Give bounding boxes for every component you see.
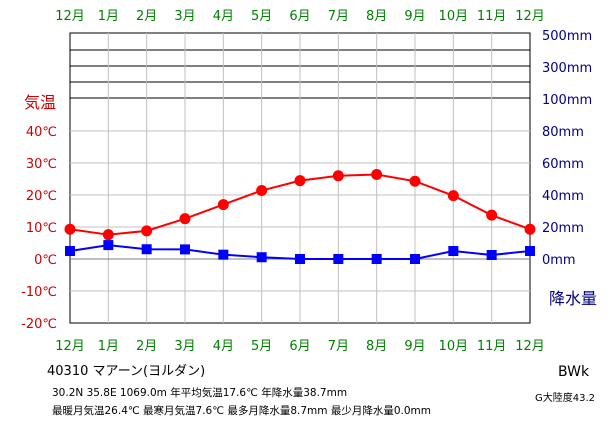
precipitation-point xyxy=(410,254,420,264)
x-tick-label-top: 6月 xyxy=(289,9,310,24)
x-tick-label-bottom: 1月 xyxy=(98,339,119,354)
left-tick-label: 20℃ xyxy=(26,189,57,204)
x-tick-label-bottom: 4月 xyxy=(213,339,234,354)
temperature-point xyxy=(332,170,344,182)
x-tick-label-top: 9月 xyxy=(404,9,425,24)
temperature-point xyxy=(102,229,114,241)
x-axis-bottom-labels: 12月 1月 2月 3月 4月 5月 6月 7月 8月 9月 10月 11月 12月 xyxy=(55,339,545,354)
x-tick-label-bottom: 10月 xyxy=(439,339,469,354)
precipitation-point xyxy=(333,254,344,264)
right-axis-ticks: 500mm300mm200mm100mm80mm60mm40mm20mm0mm xyxy=(542,29,592,268)
temperature-point xyxy=(64,223,76,235)
temperature-point xyxy=(371,169,383,181)
right-tick-label: 300mm xyxy=(542,61,592,76)
x-tick-label-bottom: 12月 xyxy=(55,339,85,354)
right-tick-label: 500mm xyxy=(542,29,592,44)
x-tick-label-bottom: 7月 xyxy=(328,339,349,354)
temperature-point xyxy=(524,223,536,235)
temperature-point xyxy=(447,190,459,202)
left-tick-label: 0℃ xyxy=(34,253,57,268)
temperature-point xyxy=(409,175,421,187)
x-tick-label-bottom: 11月 xyxy=(477,339,507,354)
continentality-index: G大陸度43.2 xyxy=(535,393,596,404)
x-tick-label-top: 2月 xyxy=(136,9,157,24)
station-info-line2: 最暖月気温26.4℃ 最寒月気温7.6℃ 最多月降水量8.7mm 最少月降水量0… xyxy=(52,405,431,417)
station-info-line1: 30.2N 35.8E 1069.0m 年平均気温17.6℃ 年降水量38.7m… xyxy=(52,387,348,399)
right-tick-label: 80mm xyxy=(542,125,584,140)
x-tick-label-bottom: 9月 xyxy=(404,339,425,354)
right-tick-label: 0mm xyxy=(542,253,576,268)
precipitation-point xyxy=(486,250,497,260)
right-tick-label: 100mm xyxy=(542,93,592,108)
x-tick-label-top: 3月 xyxy=(174,9,195,24)
x-axis-top-labels: 12月 1月 2月 3月 4月 5月 6月 7月 8月 9月 10月 11月 12月 xyxy=(55,9,545,24)
precipitation-point xyxy=(65,246,75,256)
temperature-point xyxy=(486,209,498,221)
right-tick-label: 40mm xyxy=(542,189,584,204)
precipitation-point xyxy=(218,249,229,260)
x-tick-label-bottom: 2月 xyxy=(136,339,157,354)
x-tick-label-top: 8月 xyxy=(366,9,387,24)
x-tick-label-bottom: 8月 xyxy=(366,339,387,354)
precipitation-point xyxy=(103,240,114,251)
x-tick-label-top: 11月 xyxy=(477,9,507,24)
left-axis-ticks: 40℃ 30℃ 20℃ 10℃ 0℃ -10℃ -20℃ xyxy=(21,125,57,332)
chart-series xyxy=(64,169,536,264)
x-tick-label-top: 1月 xyxy=(98,9,119,24)
temperature-point xyxy=(217,199,229,211)
climate-code: BWk xyxy=(558,364,590,380)
left-tick-label: 30℃ xyxy=(26,157,57,172)
temperature-point xyxy=(256,185,268,197)
x-tick-label-top: 12月 xyxy=(55,9,85,24)
temperature-point xyxy=(294,175,306,187)
x-tick-label-top: 12月 xyxy=(515,9,545,24)
precipitation-point xyxy=(371,254,382,264)
x-tick-label-top: 4月 xyxy=(213,9,234,24)
x-tick-label-top: 7月 xyxy=(328,9,349,24)
left-axis-title: 気温 xyxy=(24,93,56,112)
precipitation-point xyxy=(141,244,152,255)
station-title: 40310 マアーン(ヨルダン) xyxy=(47,364,206,379)
x-tick-label-top: 10月 xyxy=(439,9,469,24)
right-tick-label: 20mm xyxy=(542,221,584,236)
precipitation-point xyxy=(448,246,459,256)
x-tick-label-bottom: 12月 xyxy=(515,339,545,354)
left-tick-label: -20℃ xyxy=(21,317,57,332)
left-tick-label: -10℃ xyxy=(21,285,57,300)
right-tick-label: 60mm xyxy=(542,157,584,172)
precipitation-point xyxy=(256,252,267,263)
precipitation-point xyxy=(180,244,190,255)
x-tick-label-bottom: 3月 xyxy=(174,339,195,354)
right-axis-title: 降水量 xyxy=(549,289,597,308)
temperature-point xyxy=(141,225,153,237)
precipitation-point xyxy=(525,246,535,256)
precipitation-point xyxy=(295,254,305,264)
left-tick-label: 40℃ xyxy=(26,125,57,140)
x-tick-label-bottom: 5月 xyxy=(251,339,272,354)
temperature-point xyxy=(179,213,191,225)
x-tick-label-top: 5月 xyxy=(251,9,272,24)
left-tick-label: 10℃ xyxy=(26,221,57,236)
x-tick-label-bottom: 6月 xyxy=(289,339,310,354)
